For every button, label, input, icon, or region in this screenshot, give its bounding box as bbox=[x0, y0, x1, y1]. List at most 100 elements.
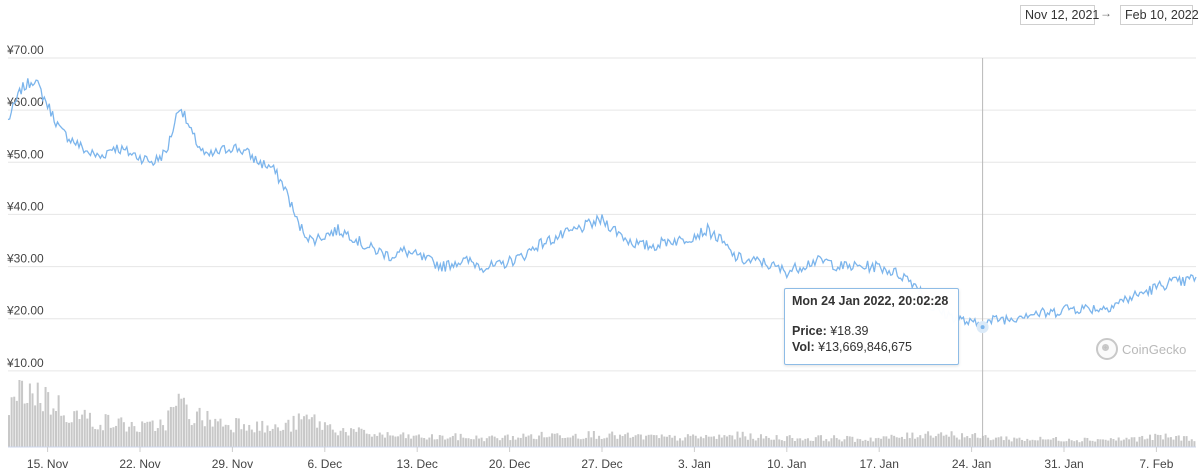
volume-bar bbox=[545, 437, 548, 447]
volume-bars bbox=[8, 380, 1196, 448]
y-tick-label: ¥50.00 bbox=[6, 147, 44, 161]
volume-bar bbox=[822, 440, 825, 447]
volume-bar bbox=[1010, 441, 1013, 447]
volume-bar bbox=[329, 424, 332, 447]
volume-bar bbox=[26, 402, 29, 447]
gecko-logo-icon bbox=[1096, 338, 1118, 360]
volume-bar bbox=[107, 414, 110, 447]
volume-bar bbox=[394, 436, 397, 447]
volume-bar bbox=[297, 413, 300, 447]
volume-bar bbox=[626, 432, 629, 447]
volume-bar bbox=[336, 435, 339, 447]
volume-bar bbox=[167, 410, 170, 447]
volume-bar bbox=[856, 438, 859, 447]
volume-bar bbox=[773, 439, 776, 447]
range-end-input[interactable]: Feb 10, 2022 bbox=[1120, 5, 1199, 25]
volume-bar bbox=[992, 439, 995, 447]
volume-bar bbox=[78, 419, 81, 447]
volume-bar bbox=[984, 435, 987, 447]
volume-bar bbox=[598, 435, 601, 447]
volume-bar bbox=[83, 409, 86, 447]
volume-bar bbox=[331, 429, 334, 447]
volume-bar bbox=[793, 441, 796, 447]
volume-bar bbox=[1023, 441, 1026, 447]
volume-bar bbox=[88, 412, 91, 447]
volume-bar bbox=[436, 439, 439, 447]
volume-bar bbox=[827, 441, 830, 447]
volume-bar bbox=[637, 434, 640, 447]
volume-bar bbox=[34, 405, 37, 447]
volume-bar bbox=[480, 437, 483, 447]
volume-bar bbox=[81, 414, 84, 447]
volume-bar bbox=[830, 438, 833, 447]
volume-bar bbox=[979, 438, 982, 447]
volume-bar bbox=[1154, 433, 1157, 447]
volume-bar bbox=[621, 435, 624, 447]
volume-bar bbox=[410, 438, 413, 447]
volume-bar bbox=[759, 434, 762, 447]
volume-bar bbox=[561, 438, 564, 447]
x-tick-label: 15. Nov bbox=[27, 457, 68, 471]
volume-bar bbox=[780, 440, 783, 447]
volume-bar bbox=[1115, 440, 1118, 447]
x-tick-label: 3. Jan bbox=[678, 457, 711, 471]
volume-bar bbox=[216, 421, 219, 447]
volume-bar bbox=[175, 405, 178, 447]
volume-bar bbox=[997, 437, 1000, 447]
volume-bar bbox=[509, 440, 512, 447]
volume-bar bbox=[282, 429, 285, 447]
volume-bar bbox=[1005, 436, 1008, 447]
volume-bar bbox=[1047, 439, 1050, 447]
volume-bar bbox=[23, 403, 26, 447]
volume-bar bbox=[258, 430, 261, 447]
volume-bar bbox=[1125, 437, 1128, 447]
volume-bar bbox=[1190, 439, 1193, 447]
volume-bar bbox=[1099, 439, 1102, 447]
volume-bar bbox=[739, 437, 742, 447]
volume-bar bbox=[707, 436, 710, 447]
volume-bar bbox=[485, 438, 488, 447]
volume-bar bbox=[378, 432, 381, 447]
volume-bar bbox=[605, 437, 608, 447]
volume-bar bbox=[211, 426, 214, 447]
range-arrow-icon: → bbox=[1100, 6, 1112, 20]
volume-bar bbox=[590, 437, 593, 447]
volume-bar bbox=[1182, 436, 1185, 447]
volume-bar bbox=[462, 437, 465, 447]
volume-bar bbox=[511, 436, 514, 447]
volume-bar bbox=[10, 397, 13, 447]
volume-bar bbox=[477, 438, 480, 447]
volume-bar bbox=[971, 434, 974, 447]
volume-bar bbox=[1094, 441, 1097, 447]
volume-bar bbox=[851, 436, 854, 447]
volume-bar bbox=[289, 431, 292, 447]
volume-bar bbox=[551, 433, 554, 447]
volume-bar bbox=[694, 435, 697, 447]
volume-bar bbox=[686, 434, 689, 447]
volume-bar bbox=[540, 431, 543, 447]
volume-bar bbox=[433, 439, 436, 447]
volume-bar bbox=[342, 428, 345, 447]
volume-bar bbox=[117, 418, 120, 447]
volume-bar bbox=[39, 403, 42, 447]
tooltip-date: Mon 24 Jan 2022, 20:02:28 bbox=[792, 294, 949, 308]
volume-bar bbox=[133, 426, 136, 447]
volume-bar bbox=[859, 439, 862, 447]
volume-bar bbox=[987, 437, 990, 447]
range-start-input[interactable]: Nov 12, 2021 bbox=[1020, 5, 1099, 25]
volume-bar bbox=[733, 439, 736, 447]
volume-bar bbox=[397, 436, 400, 447]
volume-bar bbox=[778, 439, 781, 447]
hover-point bbox=[976, 321, 989, 334]
volume-bar bbox=[219, 418, 222, 447]
volume-bar bbox=[68, 422, 71, 447]
volume-bar bbox=[386, 432, 389, 447]
volume-bar bbox=[295, 429, 298, 447]
volume-bar bbox=[1000, 436, 1003, 447]
brand-name: CoinGecko bbox=[1122, 341, 1187, 357]
volume-bar bbox=[864, 439, 867, 447]
volume-bar bbox=[919, 435, 922, 447]
volume-bar bbox=[203, 426, 206, 447]
volume-bar bbox=[1151, 440, 1154, 447]
